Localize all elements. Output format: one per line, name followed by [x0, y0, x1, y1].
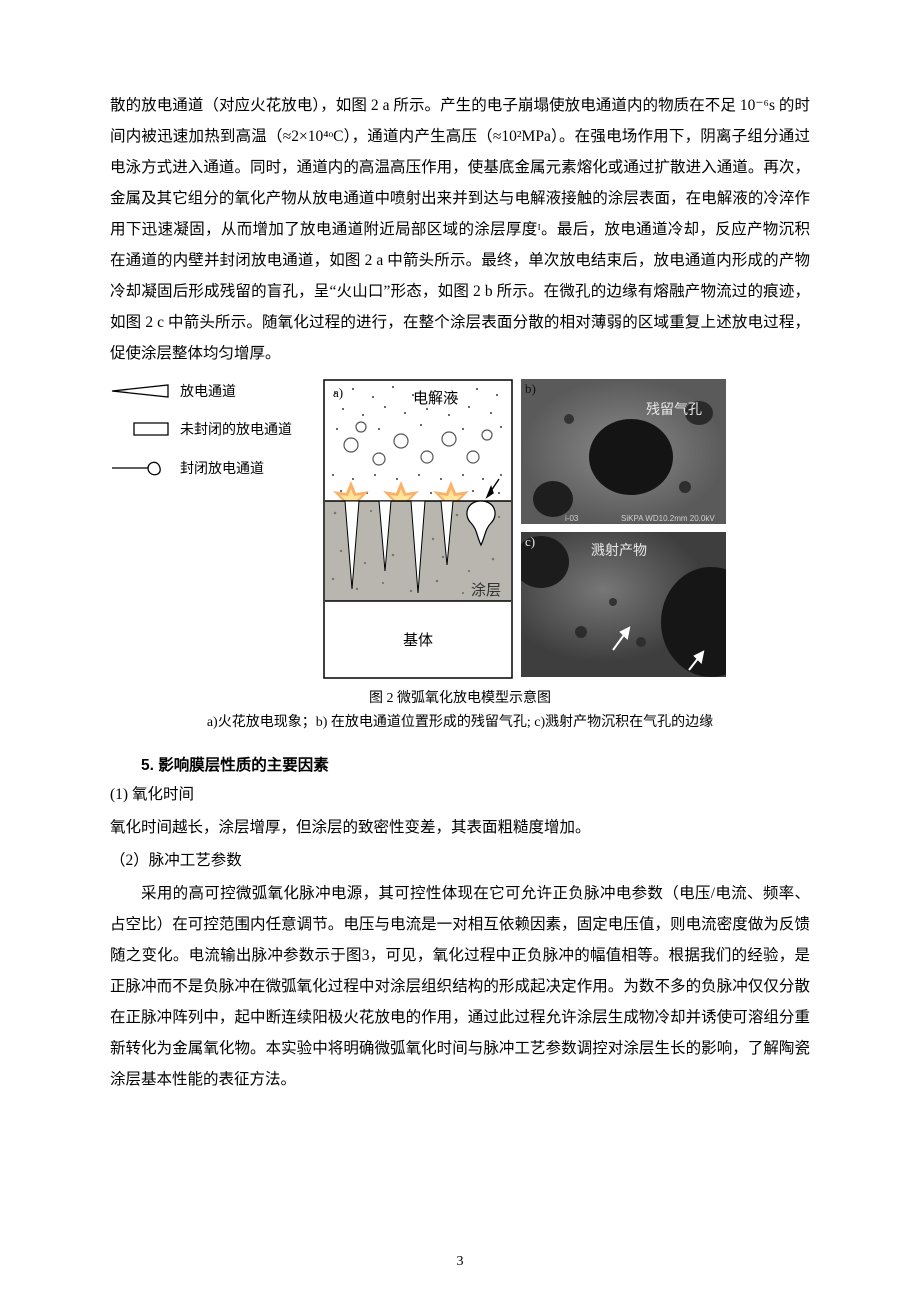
sem-c-annotation: 溅射产物 — [591, 540, 647, 560]
item-1-body: 氧化时间越长，涂层增厚，但涂层的致密性变差，其表面粗糙度增加。 — [110, 812, 810, 843]
legend-label: 未封闭的放电通道 — [180, 419, 292, 439]
legend-icon-sealed — [110, 457, 170, 479]
item-2-head: （2）脉冲工艺参数 — [110, 845, 810, 876]
page: 散的放电通道（对应火花放电），如图 2 a 所示。产生的电子崩塌使放电通道内的物… — [0, 0, 920, 1302]
diagram-a-label: a) — [333, 385, 343, 400]
legend-row-3: 封闭放电通道 — [110, 457, 315, 479]
figure-2-caption: 图 2 微弧氧化放电模型示意图 a)火花放电现象；b) 在放电通道位置形成的残留… — [110, 687, 810, 735]
svg-text:i-03: i-03 — [565, 514, 579, 523]
section-5-heading: 5. 影响膜层性质的主要因素 — [110, 753, 810, 775]
svg-text:电解液: 电解液 — [413, 390, 458, 407]
page-number: 3 — [0, 1254, 920, 1270]
item-2-body: 采用的高可控微弧氧化脉冲电源，其可控性体现在它可允许正负脉冲电参数（电压/电流、… — [110, 878, 810, 1095]
panel-c-label: c) — [525, 534, 535, 550]
item-1-head: (1) 氧化时间 — [110, 779, 810, 810]
sem-panel-c: c) — [521, 532, 726, 677]
legend-row-1: 放电通道 — [110, 381, 315, 401]
paragraph-main: 散的放电通道（对应火花放电），如图 2 a 所示。产生的电子崩塌使放电通道内的物… — [110, 90, 810, 369]
diagram-a-svg: a) 电解液 涂层 基体 — [323, 379, 513, 679]
caption-title: 图 2 微弧氧化放电模型示意图 — [110, 687, 810, 711]
caption-sub: a)火花放电现象；b) 在放电通道位置形成的残留气孔; c)溅射产物沉积在气孔的… — [110, 711, 810, 735]
legend-icon-open-triangle — [110, 382, 170, 400]
svg-text:涂层: 涂层 — [471, 582, 501, 599]
sem-b-annotation: 残留气孔 — [646, 399, 702, 419]
legend-icon-unsealed — [110, 420, 170, 438]
sem-column: b) i-03 SiKPA WD10.2mm 20.0kV 残留气孔 c) — [521, 379, 726, 677]
legend-row-2: 未封闭的放电通道 — [110, 419, 315, 439]
svg-text:SiKPA WD10.2mm 20.0kV: SiKPA WD10.2mm 20.0kV — [621, 514, 715, 523]
panel-b-label: b) — [525, 381, 536, 397]
sem-panel-b: b) i-03 SiKPA WD10.2mm 20.0kV 残留气孔 — [521, 379, 726, 524]
legend-label: 封闭放电通道 — [180, 458, 264, 478]
legend-label: 放电通道 — [180, 381, 236, 401]
figure-legend: 放电通道 未封闭的放电通道 封闭放电通道 — [110, 379, 315, 497]
svg-text:基体: 基体 — [403, 632, 433, 649]
diagram-a: a) 电解液 涂层 基体 — [323, 379, 513, 679]
figure-2: 放电通道 未封闭的放电通道 封闭放电通道 — [110, 379, 810, 679]
